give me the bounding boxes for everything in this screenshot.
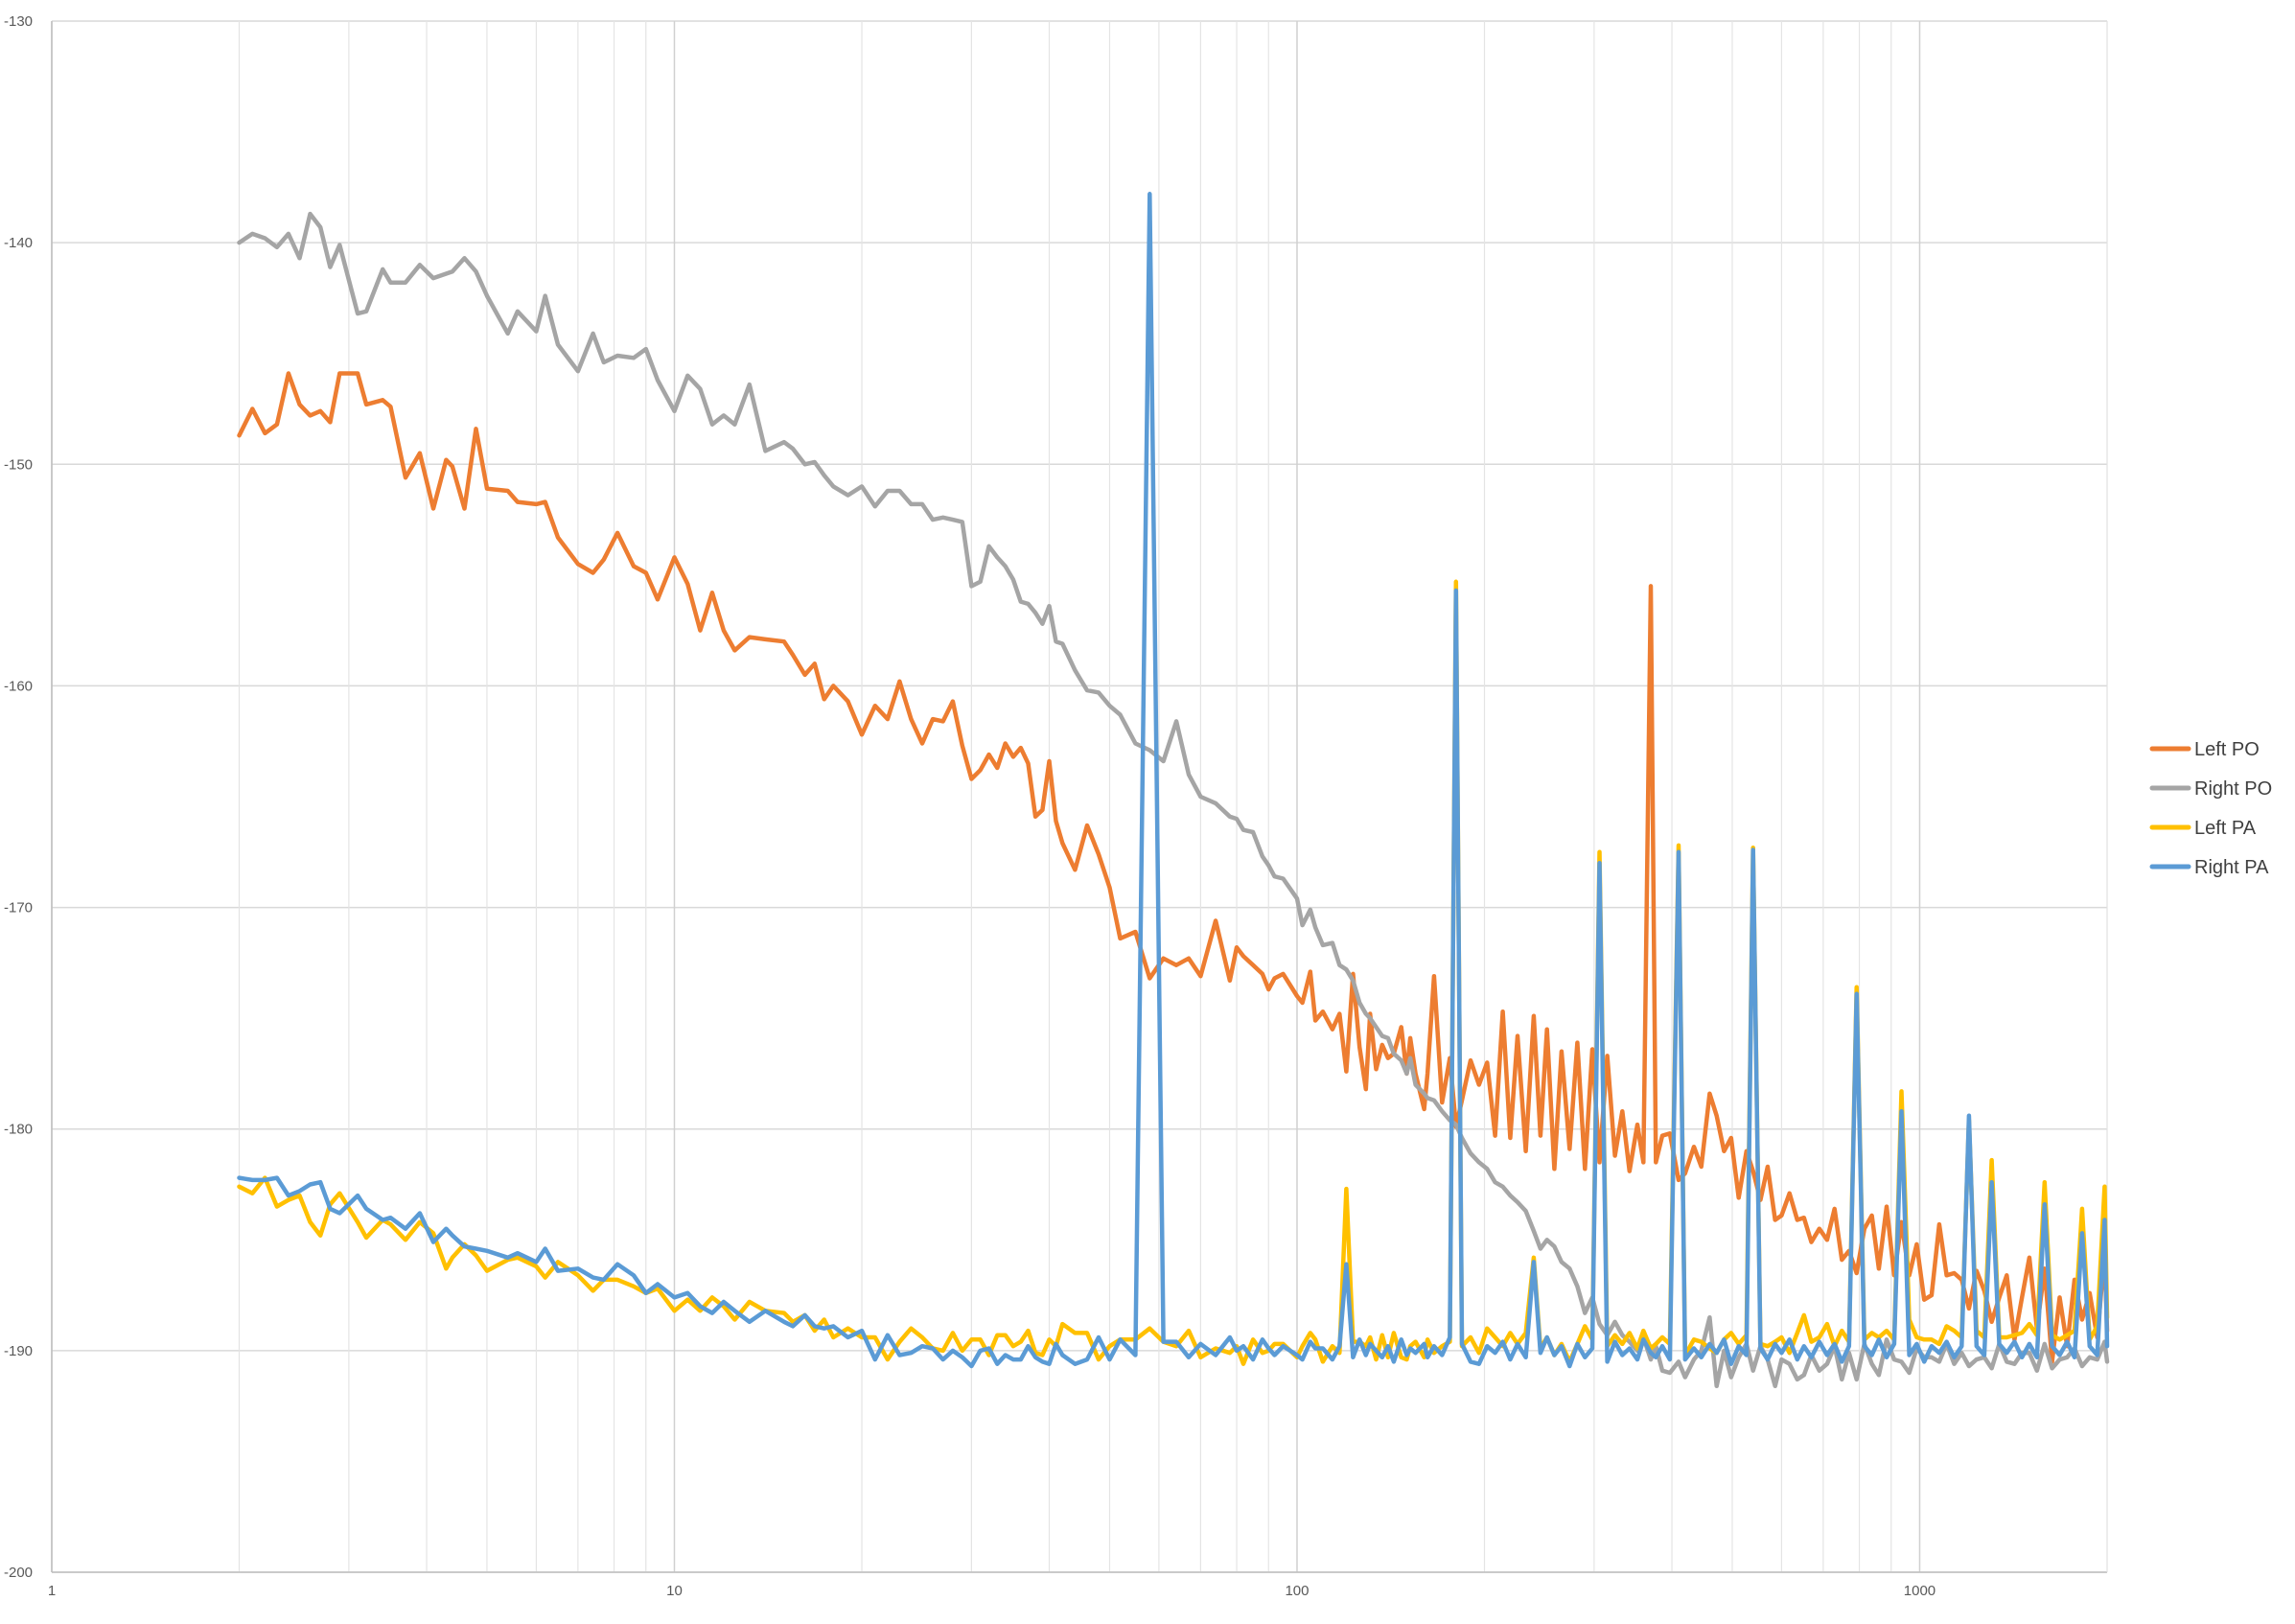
series-line-left-po	[237, 371, 2110, 1364]
legend: Left PO Right PO Left PA Right PA	[2149, 739, 2272, 878]
y-tick-label: -140	[4, 235, 33, 251]
series-line-right-pa	[237, 192, 2110, 1369]
series-line-right-po	[237, 211, 2110, 1389]
plot-area	[52, 21, 2107, 1572]
legend-label-right-pa: Right PA	[2194, 857, 2269, 878]
legend-label-left-po: Left PO	[2194, 739, 2260, 760]
x-tick-label: 1000	[1904, 1583, 1936, 1599]
x-tick-label: 10	[666, 1583, 683, 1599]
y-tick-label: -170	[4, 900, 33, 916]
legend-label-left-pa: Left PA	[2194, 818, 2257, 839]
y-tick-label: -190	[4, 1343, 33, 1359]
y-tick-label: -130	[4, 13, 33, 30]
y-tick-label: -200	[4, 1565, 33, 1581]
legend-label-right-po: Right PO	[2194, 778, 2272, 800]
y-tick-label: -150	[4, 456, 33, 473]
y-tick-label: -160	[4, 678, 33, 694]
y-tick-label: -180	[4, 1122, 33, 1138]
x-tick-label: 100	[1285, 1583, 1309, 1599]
x-tick-label: 1	[48, 1583, 56, 1599]
